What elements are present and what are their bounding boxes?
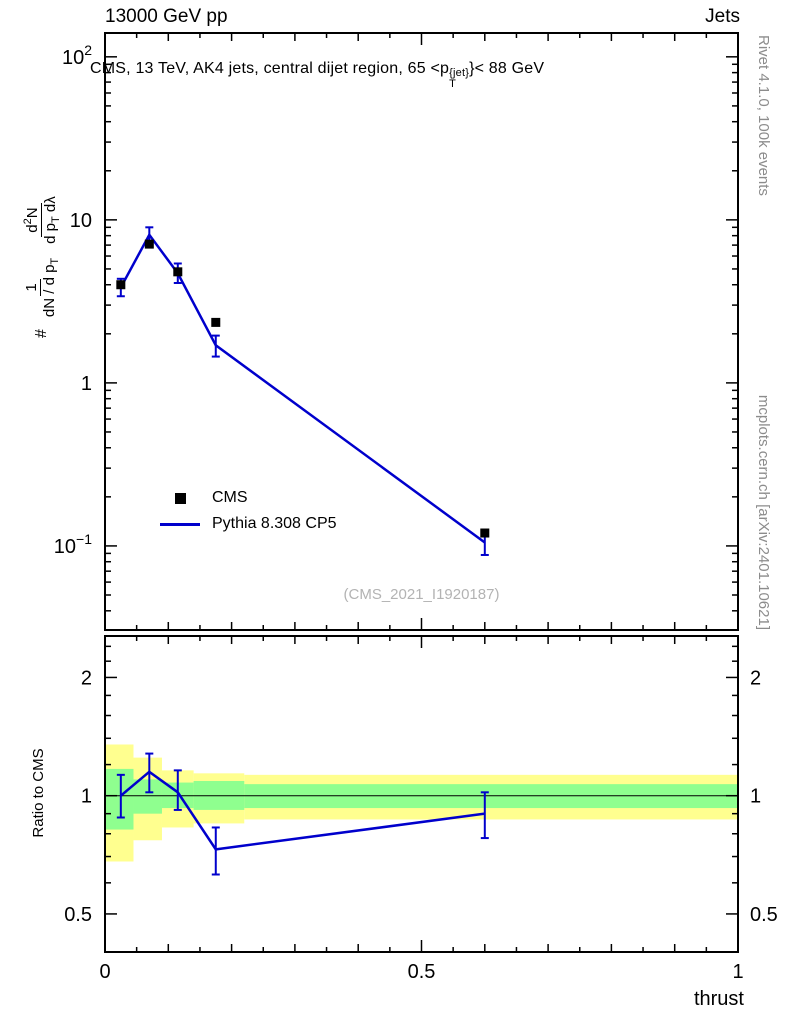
svg-text:0.5: 0.5 bbox=[750, 904, 778, 926]
pythia-line-marker-icon bbox=[160, 522, 200, 526]
title-subscript: T bbox=[449, 78, 457, 90]
title-text-end: }< 88 GeV bbox=[469, 60, 545, 77]
main-series bbox=[116, 226, 490, 556]
svg-text:0: 0 bbox=[99, 961, 110, 983]
fraction-one-over-dndpt: 1 dN / d pT bbox=[22, 256, 62, 319]
svg-text:10−1: 10−1 bbox=[54, 531, 92, 558]
svg-text:1: 1 bbox=[732, 961, 743, 983]
title-pt-jet-stack: {jet} T bbox=[449, 68, 469, 90]
plot-title: CMS, 13 TeV, AK4 jets, central dijet reg… bbox=[90, 60, 545, 90]
fraction-denominator: d pT dλ bbox=[41, 196, 62, 244]
svg-text:1: 1 bbox=[81, 373, 92, 395]
legend-item-pythia: Pythia 8.308 CP5 bbox=[160, 511, 337, 537]
svg-text:2: 2 bbox=[81, 667, 92, 689]
fraction-denominator: dN / d pT bbox=[40, 257, 61, 318]
x-axis-label: thrust bbox=[693, 988, 744, 1010]
axis-tick-labels: 102 10 1 10−1 2 2 1 1 0.5 0.5 0 0.5 1 bbox=[54, 42, 778, 983]
fraction-numerator: d2N bbox=[21, 203, 42, 237]
ratio-y-axis-label: Ratio to CMS bbox=[30, 748, 47, 838]
axis-ticks bbox=[104, 33, 739, 953]
ratio-uncertainty-bands bbox=[105, 744, 738, 862]
svg-text:10: 10 bbox=[70, 210, 92, 232]
legend-item-cms: CMS bbox=[160, 485, 337, 511]
analysis-id-watermark: (CMS_2021_I1920187) bbox=[343, 586, 500, 603]
legend-label-cms: CMS bbox=[212, 489, 248, 506]
cms-square-marker-icon bbox=[160, 492, 200, 504]
svg-text:1: 1 bbox=[81, 786, 92, 808]
header-process: Jets bbox=[705, 6, 740, 27]
svg-text:102: 102 bbox=[62, 42, 92, 69]
title-text: CMS, 13 TeV, AK4 jets, central dijet reg… bbox=[90, 60, 450, 77]
fraction-numerator: 1 bbox=[22, 279, 41, 296]
ratio-series bbox=[116, 752, 489, 876]
svg-text:0.5: 0.5 bbox=[408, 961, 436, 983]
svg-text:2: 2 bbox=[750, 667, 761, 689]
svg-text:1: 1 bbox=[750, 786, 761, 808]
svg-text:0.5: 0.5 bbox=[64, 904, 92, 926]
fraction-d2n-over-dptdlambda: d2N d pT dλ bbox=[21, 194, 63, 246]
main-y-axis-label: # 1 dN / d pT d2N d pT dλ bbox=[14, 33, 70, 338]
rivet-version-note: Rivet 4.1.0, 100k events bbox=[755, 35, 772, 196]
title-superscript: {jet} bbox=[449, 67, 470, 79]
legend: CMS Pythia 8.308 CP5 bbox=[160, 485, 337, 537]
header-beam-energy: 13000 GeV pp bbox=[105, 6, 228, 27]
legend-label-pythia: Pythia 8.308 CP5 bbox=[212, 515, 337, 532]
mcplots-arxiv-note: mcplots.cern.ch [arXiv:2401.10621] bbox=[755, 394, 772, 630]
hash-symbol: # bbox=[33, 329, 50, 338]
